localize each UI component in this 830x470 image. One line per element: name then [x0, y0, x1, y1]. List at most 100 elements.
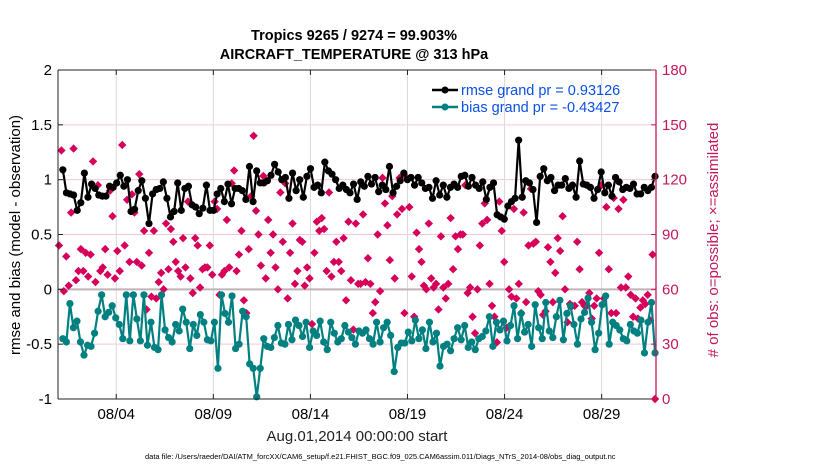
rmse-marker	[410, 181, 419, 189]
x-tick-label: 08/19	[389, 406, 427, 423]
bias-marker	[454, 324, 462, 332]
rmse-marker	[227, 200, 236, 208]
bias-marker	[288, 336, 296, 344]
obs-count-marker	[246, 191, 256, 201]
obs-count-marker	[407, 272, 416, 281]
bias-marker	[637, 316, 645, 324]
bias-marker	[595, 329, 603, 337]
bias-marker	[172, 320, 180, 329]
obs-count-marker	[519, 208, 528, 217]
obs-count-marker	[448, 265, 458, 274]
bias-marker	[344, 328, 352, 336]
rmse-marker	[296, 176, 304, 184]
rmse-marker	[550, 187, 559, 195]
obs-count-marker	[191, 233, 200, 243]
rmse-marker	[213, 190, 221, 198]
obs-count-marker	[156, 268, 166, 278]
obs-count-marker	[251, 206, 261, 215]
bias-marker	[623, 337, 631, 345]
y-tick-label-right: 180	[662, 62, 687, 79]
obs-count-marker	[149, 226, 159, 236]
obs-count-marker	[366, 279, 375, 289]
obs-count-marker	[400, 308, 409, 318]
rmse-marker	[482, 195, 490, 204]
obs-count-marker	[125, 257, 134, 267]
bias-marker	[305, 343, 314, 352]
obs-count-marker	[79, 266, 88, 276]
bias-marker	[291, 316, 300, 324]
obs-count-marker	[378, 173, 387, 183]
bias-marker	[446, 347, 455, 355]
obs-count-marker	[135, 169, 144, 179]
bias-marker	[242, 313, 250, 321]
bias-marker	[387, 331, 395, 339]
y-tick-label-right: 0	[662, 391, 670, 408]
obs-count-marker	[290, 279, 300, 289]
bias-marker	[587, 318, 596, 326]
obs-count-marker	[225, 263, 234, 272]
bias-marker	[200, 318, 208, 326]
bias-marker	[90, 329, 99, 337]
bias-marker	[464, 343, 472, 352]
obs-count-marker	[132, 257, 142, 267]
obs-count-marker	[534, 286, 543, 296]
bias-marker	[633, 329, 642, 337]
obs-count-marker	[229, 166, 239, 175]
obs-count-marker	[499, 257, 509, 267]
x-tick-label: 08/29	[583, 406, 621, 423]
obs-count-marker	[64, 281, 73, 290]
x-tick-label: 08/14	[292, 406, 330, 423]
obs-count-marker	[198, 265, 207, 274]
rmse-marker	[166, 213, 175, 221]
bias-marker	[126, 337, 134, 345]
bias-marker	[651, 349, 659, 357]
obs-count-marker	[334, 257, 343, 267]
rmse-marker	[597, 168, 605, 176]
bias-marker	[528, 342, 536, 350]
rmse-marker	[568, 181, 577, 189]
bias-marker	[186, 344, 194, 353]
x-tick-label: 08/24	[486, 406, 524, 423]
bias-marker	[105, 308, 113, 316]
bias-marker	[341, 321, 349, 330]
bias-marker	[365, 335, 374, 343]
rmse-marker	[224, 180, 232, 188]
rmse-marker	[489, 179, 498, 187]
bias-marker	[376, 338, 384, 346]
y-tick-label-right: 150	[662, 117, 687, 134]
rmse-marker	[141, 194, 149, 202]
y-tick-label: 0.5	[31, 227, 52, 244]
obs-count-marker	[648, 250, 657, 259]
bias-marker	[168, 338, 176, 346]
obs-count-marker	[458, 230, 468, 239]
obs-count-marker	[412, 228, 421, 237]
rmse-marker	[102, 192, 110, 200]
legend: rmse grand pr = 0.93126 bias grand pr = …	[432, 83, 620, 116]
bias-marker	[348, 333, 356, 342]
obs-count-marker	[465, 283, 475, 292]
bias-marker	[313, 331, 321, 339]
obs-count-marker	[74, 266, 83, 276]
obs-count-marker	[91, 277, 100, 287]
obs-count-marker	[283, 294, 292, 303]
obs-count-marker	[144, 248, 154, 257]
bias-marker	[531, 301, 539, 309]
obs-count-marker	[602, 202, 611, 212]
obs-count-marker	[512, 294, 521, 303]
rmse-marker	[267, 171, 275, 179]
bias-marker	[602, 292, 610, 300]
bias-marker	[503, 337, 511, 345]
bias-marker	[351, 340, 360, 348]
bias-marker	[591, 346, 599, 354]
obs-count-marker	[310, 248, 319, 257]
obs-count-marker	[383, 221, 392, 230]
rmse-marker	[271, 160, 279, 168]
rmse-marker	[159, 178, 167, 186]
rmse-marker	[123, 176, 132, 184]
y-tick-label-right: 90	[662, 227, 679, 244]
bias-marker	[122, 291, 130, 299]
obs-count-marker	[266, 248, 275, 257]
obs-count-marker	[546, 257, 555, 267]
rmse-marker	[432, 177, 440, 185]
bias-marker	[556, 296, 564, 304]
